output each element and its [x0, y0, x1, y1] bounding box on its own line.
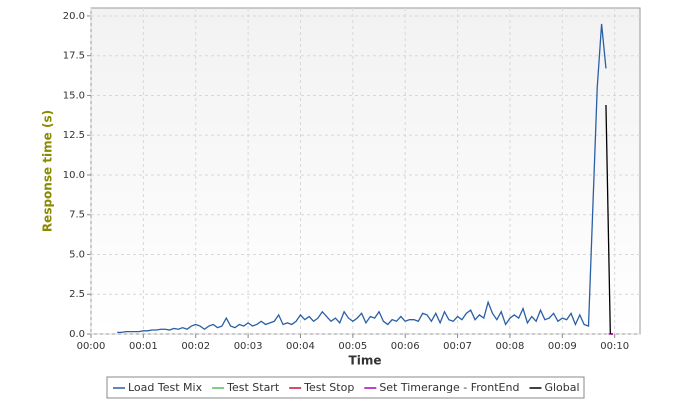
x-tick-label: 00:04: [286, 341, 315, 352]
series-line: [117, 23, 607, 334]
x-tick-label: 00:10: [600, 341, 629, 352]
x-tick-label: 00:06: [391, 341, 420, 352]
y-tick-label: 17.5: [63, 51, 85, 62]
x-tick-label: 00:00: [77, 341, 106, 352]
x-tick-label: 00:03: [234, 341, 263, 352]
y-tick-label: 2.5: [69, 289, 85, 300]
plot-area: [90, 7, 641, 335]
x-axis-label: Time: [349, 354, 382, 368]
legend-label: Global: [544, 381, 579, 394]
x-tick-label: 00:07: [443, 341, 472, 352]
legend-label: Test Stop: [303, 381, 354, 394]
legend-label: Test Start: [226, 381, 280, 394]
x-tick-label: 00:01: [129, 341, 158, 352]
y-tick-label: 0.0: [69, 329, 85, 340]
legend: [106, 376, 585, 399]
y-tick-label: 7.5: [69, 210, 85, 221]
y-tick-label: 15.0: [63, 90, 85, 101]
x-tick-label: 00:02: [181, 341, 210, 352]
series-line: [605, 104, 611, 335]
x-tick-label: 00:08: [496, 341, 525, 352]
y-tick-label: 10.0: [63, 170, 85, 181]
legend-label: Set Timerange - FrontEnd: [379, 381, 519, 394]
y-tick-label: 5.0: [69, 249, 85, 260]
x-tick-label: 00:09: [548, 341, 577, 352]
y-tick-label: 20.0: [63, 11, 85, 22]
y-tick-label: 12.5: [63, 130, 85, 141]
x-tick-label: 00:05: [338, 341, 367, 352]
legend-label: Load Test Mix: [128, 381, 203, 394]
y-axis-label: Response time (s): [41, 110, 55, 232]
